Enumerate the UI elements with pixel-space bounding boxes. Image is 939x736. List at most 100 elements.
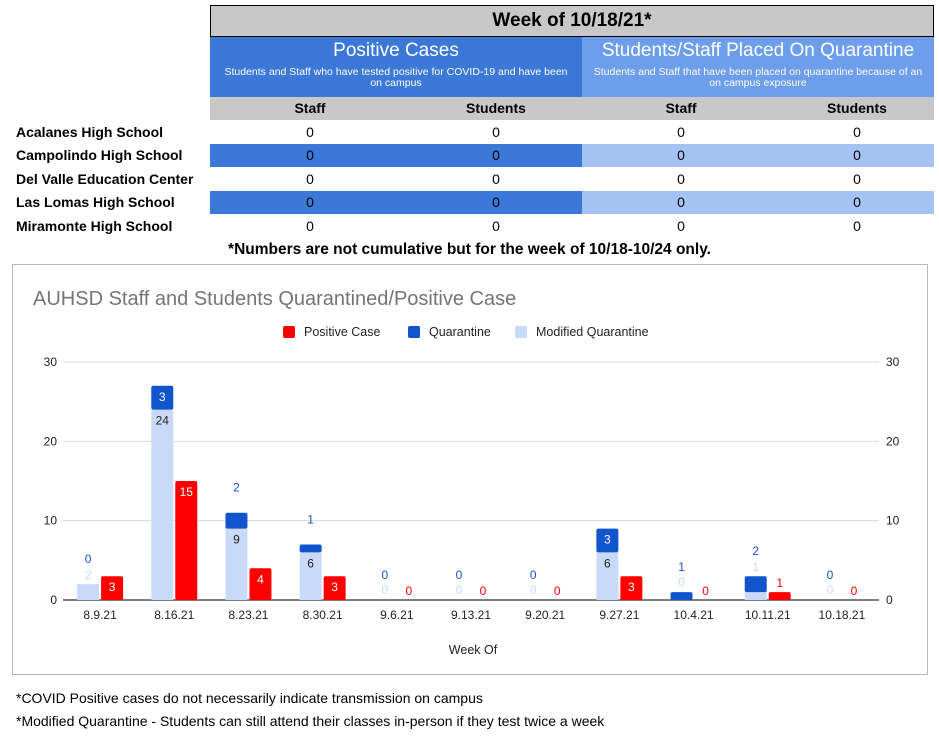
weekly-chart: AUHSD Staff and Students Quarantined/Pos… bbox=[12, 264, 928, 675]
quarantine-subtitle: Students and Staff that have been placed… bbox=[593, 66, 923, 89]
data-label-quarantine: 1 bbox=[678, 560, 685, 574]
data-label-quarantine: 1 bbox=[307, 512, 314, 526]
table-cell: 0 bbox=[677, 218, 685, 234]
data-label-modified-quarantine: 9 bbox=[233, 533, 240, 547]
x-tick-label: 9.20.21 bbox=[525, 608, 565, 622]
data-label-positive-case: 0 bbox=[851, 584, 858, 598]
data-label-quarantine: 0 bbox=[530, 568, 537, 582]
y-tick-label-left: 20 bbox=[44, 434, 58, 448]
bar-quarantine bbox=[744, 576, 767, 593]
positive-cases-header: Positive Cases Students and Staff who ha… bbox=[210, 37, 582, 97]
data-label-quarantine: 2 bbox=[752, 544, 759, 558]
bar-positive-case bbox=[249, 568, 272, 600]
data-label-modified-quarantine: 0 bbox=[381, 583, 388, 597]
y-tick-label-left: 0 bbox=[50, 593, 57, 607]
positive-cases-title: Positive Cases bbox=[333, 40, 459, 61]
table-cell: 0 bbox=[410, 191, 582, 214]
bar-modified-quarantine bbox=[225, 528, 248, 600]
data-label-positive-case: 0 bbox=[702, 584, 709, 598]
legend-label: Modified Quarantine bbox=[536, 325, 649, 339]
col-header-positive-students: Students bbox=[410, 97, 582, 120]
table-cell: 0 bbox=[853, 218, 861, 234]
y-tick-label-right: 10 bbox=[886, 514, 900, 528]
legend-label: Positive Case bbox=[304, 325, 380, 339]
data-label-positive-case: 1 bbox=[776, 576, 783, 590]
chart-canvas: AUHSD Staff and Students Quarantined/Pos… bbox=[33, 288, 900, 657]
bar-modified-quarantine bbox=[299, 552, 322, 600]
bar-quarantine bbox=[151, 385, 174, 410]
x-tick-label: 8.9.21 bbox=[83, 608, 117, 622]
legend-label: Quarantine bbox=[429, 325, 491, 339]
data-label-positive-case: 0 bbox=[405, 584, 412, 598]
table-cell: 0 bbox=[492, 124, 500, 140]
school-name: Las Lomas High School bbox=[16, 194, 175, 210]
bar-modified-quarantine bbox=[596, 552, 619, 600]
data-label-modified-quarantine: 1 bbox=[752, 560, 759, 574]
bar-positive-case bbox=[620, 576, 643, 600]
bar-modified-quarantine bbox=[77, 584, 100, 600]
data-label-modified-quarantine: 0 bbox=[678, 575, 685, 589]
data-label-positive-case: 3 bbox=[331, 580, 338, 594]
table-cell: 0 bbox=[582, 144, 780, 167]
bar-positive-case bbox=[101, 576, 124, 600]
y-tick-label-left: 30 bbox=[44, 355, 58, 369]
table-cell: 0 bbox=[780, 144, 934, 167]
data-label-modified-quarantine: 24 bbox=[156, 414, 170, 428]
table-cell: 0 bbox=[853, 124, 861, 140]
week-title: Week of 10/18/21* bbox=[210, 5, 934, 37]
bar-quarantine bbox=[225, 512, 248, 529]
data-label-quarantine: 3 bbox=[604, 533, 611, 547]
data-label-modified-quarantine: 0 bbox=[827, 583, 834, 597]
table-cell: 0 bbox=[306, 171, 314, 187]
table-cell: 0 bbox=[410, 144, 582, 167]
y-tick-label-right: 20 bbox=[886, 434, 900, 448]
data-label-modified-quarantine: 0 bbox=[530, 583, 537, 597]
footnote-positive: *COVID Positive cases do not necessarily… bbox=[16, 690, 483, 706]
bar-modified-quarantine bbox=[744, 592, 767, 600]
school-name: Del Valle Education Center bbox=[16, 171, 194, 187]
bar-modified-quarantine bbox=[151, 409, 174, 600]
x-tick-label: 8.23.21 bbox=[228, 608, 268, 622]
data-label-positive-case: 0 bbox=[554, 584, 561, 598]
col-header-quarantine-staff: Staff bbox=[582, 97, 780, 120]
quarantine-header: Students/Staff Placed On Quarantine Stud… bbox=[582, 37, 934, 97]
data-label-quarantine: 0 bbox=[456, 568, 463, 582]
y-tick-label-right: 30 bbox=[886, 355, 900, 369]
data-label-modified-quarantine: 6 bbox=[307, 556, 314, 570]
data-label-positive-case: 3 bbox=[109, 580, 116, 594]
x-tick-label: 8.16.21 bbox=[154, 608, 194, 622]
data-label-positive-case: 3 bbox=[628, 580, 635, 594]
table-cell: 0 bbox=[780, 191, 934, 214]
data-label-quarantine: 3 bbox=[159, 390, 166, 404]
bar-positive-case bbox=[175, 481, 198, 600]
bar-quarantine bbox=[670, 592, 693, 600]
data-label-quarantine: 2 bbox=[233, 481, 240, 495]
data-label-positive-case: 0 bbox=[480, 584, 487, 598]
table-cell: 0 bbox=[492, 218, 500, 234]
weekly-case-table: Week of 10/18/21* Positive Cases Student… bbox=[0, 0, 939, 265]
data-label-quarantine: 0 bbox=[381, 568, 388, 582]
y-tick-label-left: 10 bbox=[44, 514, 58, 528]
bar-positive-case bbox=[768, 592, 791, 600]
school-name: Campolindo High School bbox=[16, 147, 183, 163]
table-cell: 0 bbox=[210, 191, 410, 214]
table-cell: 0 bbox=[492, 171, 500, 187]
data-label-positive-case: 15 bbox=[180, 485, 194, 499]
x-tick-label: 10.18.21 bbox=[819, 608, 866, 622]
bar-quarantine bbox=[596, 528, 619, 553]
x-axis-title: Week Of bbox=[449, 643, 498, 657]
data-label-quarantine: 0 bbox=[85, 552, 92, 566]
footnote-modified-quarantine: *Modified Quarantine - Students can stil… bbox=[16, 713, 605, 729]
y-tick-label-right: 0 bbox=[886, 593, 893, 607]
col-header-quarantine-students: Students bbox=[780, 97, 934, 120]
positive-cases-subtitle: Students and Staff who have tested posit… bbox=[224, 66, 568, 89]
col-header-positive-staff: Staff bbox=[210, 97, 410, 120]
table-cell: 0 bbox=[582, 191, 780, 214]
table-cell: 0 bbox=[853, 171, 861, 187]
x-tick-label: 8.30.21 bbox=[303, 608, 343, 622]
legend-swatch bbox=[515, 326, 527, 338]
x-tick-label: 9.6.21 bbox=[380, 608, 414, 622]
data-label-modified-quarantine: 6 bbox=[604, 556, 611, 570]
table-cell: 0 bbox=[210, 144, 410, 167]
data-label-quarantine: 0 bbox=[827, 568, 834, 582]
